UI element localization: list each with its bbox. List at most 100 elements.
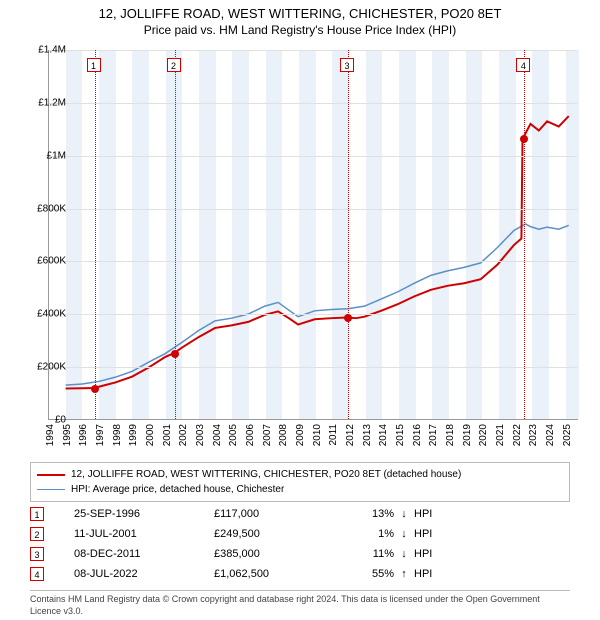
- transaction-dot: [91, 385, 99, 393]
- x-axis-tick-label: 2017: [428, 424, 439, 454]
- table-row: 1 25-SEP-1996£117,00013%↓HPI: [30, 504, 570, 524]
- y-axis-tick-label: £600K: [26, 256, 66, 267]
- x-axis-tick-label: 1997: [95, 424, 106, 454]
- transaction-arrow-icon: ↓: [394, 548, 414, 560]
- transaction-hpi-label: HPI: [414, 528, 454, 540]
- x-axis-tick-label: 2011: [328, 424, 339, 454]
- gridline: [49, 103, 577, 104]
- transaction-number-box: 2: [30, 527, 44, 541]
- gridline: [49, 156, 577, 157]
- x-axis-tick-label: 2020: [478, 424, 489, 454]
- x-axis-tick-label: 2012: [345, 424, 356, 454]
- y-axis-tick-label: £400K: [26, 309, 66, 320]
- legend-swatch: [37, 474, 65, 476]
- line-layer: [49, 50, 577, 419]
- gridline: [49, 314, 577, 315]
- transaction-marker-box: 1: [87, 58, 101, 72]
- transaction-price: £249,500: [214, 528, 334, 540]
- legend-item: 12, JOLLIFFE ROAD, WEST WITTERING, CHICH…: [37, 467, 563, 482]
- transaction-marker-line: [95, 50, 96, 419]
- legend-swatch: [37, 489, 65, 490]
- x-axis-tick-label: 2019: [462, 424, 473, 454]
- plot-area: 1 2 3 4: [48, 50, 578, 420]
- x-axis-tick-label: 2015: [395, 424, 406, 454]
- transaction-price: £117,000: [214, 508, 334, 520]
- transaction-marker-line: [348, 50, 349, 419]
- legend: 12, JOLLIFFE ROAD, WEST WITTERING, CHICH…: [30, 462, 570, 502]
- transaction-arrow-icon: ↑: [394, 568, 414, 580]
- legend-label: HPI: Average price, detached house, Chic…: [71, 482, 284, 497]
- x-axis-tick-label: 1994: [45, 424, 56, 454]
- chart-subtitle: Price paid vs. HM Land Registry's House …: [0, 21, 600, 41]
- transaction-date: 11-JUL-2001: [74, 528, 214, 540]
- y-axis-tick-label: £1.4M: [26, 45, 66, 56]
- transaction-marker-box: 3: [340, 58, 354, 72]
- x-axis-tick-label: 2024: [545, 424, 556, 454]
- transaction-number-box: 1: [30, 507, 44, 521]
- transaction-price: £1,062,500: [214, 568, 334, 580]
- transaction-pct: 13%: [334, 508, 394, 520]
- transaction-date: 25-SEP-1996: [74, 508, 214, 520]
- x-axis-tick-label: 2009: [295, 424, 306, 454]
- x-axis-tick-label: 2010: [312, 424, 323, 454]
- legend-item: HPI: Average price, detached house, Chic…: [37, 482, 563, 497]
- y-axis-tick-label: £1.2M: [26, 97, 66, 108]
- chart-container: 12, JOLLIFFE ROAD, WEST WITTERING, CHICH…: [0, 0, 600, 620]
- y-axis-tick-label: £800K: [26, 203, 66, 214]
- x-axis-tick-label: 1996: [78, 424, 89, 454]
- x-axis-tick-label: 2008: [278, 424, 289, 454]
- table-row: 4 08-JUL-2022£1,062,50055%↑HPI: [30, 564, 570, 584]
- chart-title: 12, JOLLIFFE ROAD, WEST WITTERING, CHICH…: [0, 0, 600, 21]
- transaction-dot: [520, 135, 528, 143]
- x-axis-tick-label: 2006: [245, 424, 256, 454]
- transaction-hpi-label: HPI: [414, 548, 454, 560]
- transaction-dot: [344, 314, 352, 322]
- transaction-pct: 1%: [334, 528, 394, 540]
- transaction-marker-box: 4: [516, 58, 530, 72]
- transaction-date: 08-DEC-2011: [74, 548, 214, 560]
- transaction-dot: [171, 350, 179, 358]
- transaction-marker-box: 2: [167, 58, 181, 72]
- table-row: 3 08-DEC-2011£385,00011%↓HPI: [30, 544, 570, 564]
- x-axis-tick-label: 2003: [195, 424, 206, 454]
- x-axis-tick-label: 2018: [445, 424, 456, 454]
- x-axis-tick-label: 1995: [62, 424, 73, 454]
- x-axis-tick-label: 1999: [128, 424, 139, 454]
- gridline: [49, 261, 577, 262]
- y-axis-tick-label: £1M: [26, 150, 66, 161]
- x-axis-tick-label: 2013: [362, 424, 373, 454]
- x-axis-tick-label: 1998: [112, 424, 123, 454]
- x-axis-tick-label: 2025: [562, 424, 573, 454]
- transaction-date: 08-JUL-2022: [74, 568, 214, 580]
- transaction-number-box: 4: [30, 567, 44, 581]
- x-axis-tick-label: 2016: [412, 424, 423, 454]
- x-axis-tick-label: 2022: [512, 424, 523, 454]
- series-line-hpi: [66, 224, 569, 385]
- transaction-pct: 11%: [334, 548, 394, 560]
- x-axis-tick-label: 2005: [228, 424, 239, 454]
- gridline: [49, 367, 577, 368]
- x-axis-tick-label: 2007: [262, 424, 273, 454]
- transaction-arrow-icon: ↓: [394, 508, 414, 520]
- transaction-price: £385,000: [214, 548, 334, 560]
- transaction-number-box: 3: [30, 547, 44, 561]
- x-axis-tick-label: 2002: [178, 424, 189, 454]
- transaction-hpi-label: HPI: [414, 568, 454, 580]
- transaction-table: 125-SEP-1996£117,00013%↓HPI211-JUL-2001£…: [30, 504, 570, 584]
- gridline: [49, 50, 577, 51]
- x-axis-tick-label: 2001: [162, 424, 173, 454]
- x-axis-tick-label: 2004: [212, 424, 223, 454]
- transaction-marker-line: [524, 50, 525, 419]
- legend-label: 12, JOLLIFFE ROAD, WEST WITTERING, CHICH…: [71, 467, 461, 482]
- attribution-text: Contains HM Land Registry data © Crown c…: [30, 590, 570, 617]
- x-axis-tick-label: 2023: [528, 424, 539, 454]
- transaction-arrow-icon: ↓: [394, 528, 414, 540]
- x-axis-tick-label: 2014: [378, 424, 389, 454]
- x-axis-tick-label: 2000: [145, 424, 156, 454]
- table-row: 2 11-JUL-2001£249,5001%↓HPI: [30, 524, 570, 544]
- transaction-pct: 55%: [334, 568, 394, 580]
- transaction-marker-line: [175, 50, 176, 419]
- gridline: [49, 209, 577, 210]
- x-axis-tick-label: 2021: [495, 424, 506, 454]
- transaction-hpi-label: HPI: [414, 508, 454, 520]
